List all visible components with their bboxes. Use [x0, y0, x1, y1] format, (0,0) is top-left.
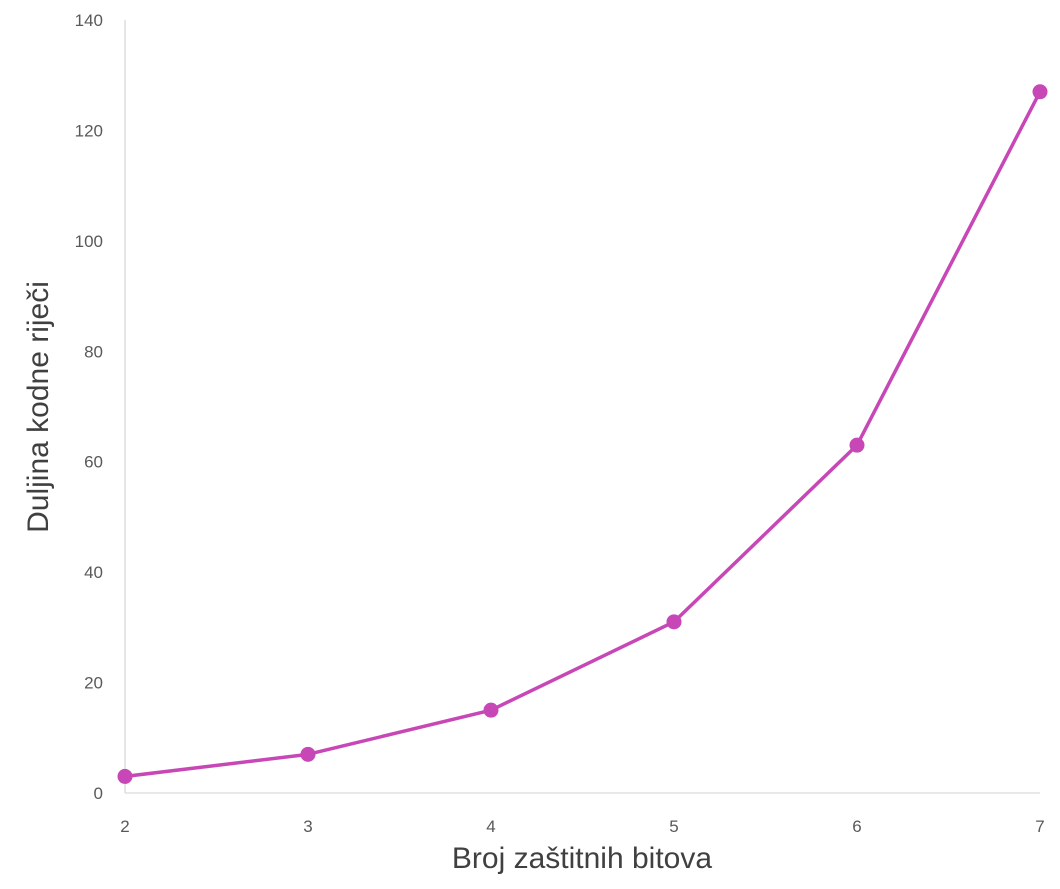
y-axis-title: Duljina kodne riječi: [22, 281, 55, 533]
data-point: [849, 437, 865, 453]
series-layer: [117, 84, 1048, 784]
y-tick-label: 40: [84, 563, 103, 582]
y-tick-label: 120: [75, 121, 103, 140]
x-tick-label: 4: [486, 817, 495, 836]
data-point: [666, 614, 682, 630]
x-tick-label: 7: [1035, 817, 1044, 836]
data-point: [300, 746, 316, 762]
x-axis-title: Broj zaštitnih bitova: [452, 842, 712, 875]
y-tick-label: 80: [84, 342, 103, 361]
data-point: [1032, 84, 1048, 100]
series-line: [124, 90, 1042, 779]
data-point: [483, 702, 499, 718]
y-tick-label: 60: [84, 453, 103, 472]
y-tick-label: 20: [84, 674, 103, 693]
y-tick-label: 100: [75, 232, 103, 251]
x-tick-label: 3: [303, 817, 312, 836]
y-tick-label: 0: [94, 784, 103, 803]
x-tick-label: 5: [669, 817, 678, 836]
y-tick-label: 140: [75, 11, 103, 30]
y-axis-ticks: 0 20 40 60 80 100 120 140: [75, 11, 103, 803]
x-tick-label: 6: [852, 817, 861, 836]
x-tick-label: 2: [120, 817, 129, 836]
data-point: [117, 768, 133, 784]
x-axis-ticks: 2 3 4 5 6 7: [120, 817, 1044, 836]
